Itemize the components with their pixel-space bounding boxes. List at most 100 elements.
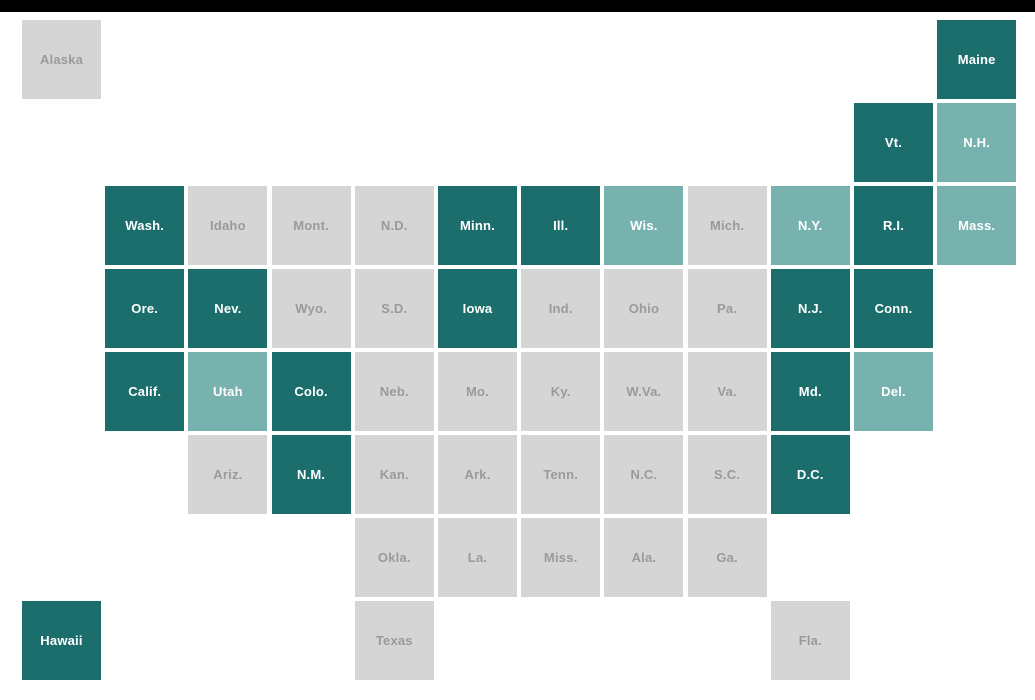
state-tile-label: Wash. bbox=[125, 218, 165, 233]
state-tile-label: Miss. bbox=[543, 550, 578, 565]
state-tile-label: Ky. bbox=[550, 384, 571, 399]
state-tile-neb[interactable]: Neb. bbox=[354, 352, 434, 431]
state-tile-label: Vt. bbox=[884, 135, 903, 150]
state-tile-label: Alaska bbox=[39, 52, 84, 67]
state-tile-alaska[interactable]: Alaska bbox=[22, 20, 101, 99]
state-tile-ark[interactable]: Ark. bbox=[438, 435, 517, 514]
state-tile-label: Calif. bbox=[128, 384, 162, 399]
state-tile-pa[interactable]: Pa. bbox=[687, 269, 767, 348]
state-tile-maine[interactable]: Maine bbox=[937, 20, 1017, 99]
state-tile-texas[interactable]: Texas bbox=[354, 601, 434, 680]
state-tile-wva[interactable]: W.Va. bbox=[604, 352, 684, 431]
state-tile-label: Wis. bbox=[630, 218, 658, 233]
state-tile-ky[interactable]: Ky. bbox=[521, 352, 601, 431]
state-tile-label: Va. bbox=[717, 384, 737, 399]
state-tile-label: N.J. bbox=[797, 301, 823, 316]
state-tile-nh[interactable]: N.H. bbox=[937, 103, 1017, 182]
state-tile-nc[interactable]: N.C. bbox=[604, 435, 684, 514]
state-tile-label: Minn. bbox=[460, 218, 495, 233]
state-tile-label: W.Va. bbox=[626, 384, 662, 399]
state-tile-sd[interactable]: S.D. bbox=[354, 269, 434, 348]
state-tile-label: Nev. bbox=[214, 301, 242, 316]
state-tile-vt[interactable]: Vt. bbox=[854, 103, 933, 182]
state-tile-label: Ind. bbox=[548, 301, 573, 316]
state-tile-label: N.M. bbox=[296, 467, 326, 482]
state-tile-kan[interactable]: Kan. bbox=[354, 435, 434, 514]
state-tile-label: Tenn. bbox=[543, 467, 579, 482]
state-tile-label: Iowa bbox=[462, 301, 493, 316]
state-tile-nev[interactable]: Nev. bbox=[188, 269, 268, 348]
state-tile-label: Texas bbox=[375, 633, 413, 648]
state-tile-label: Del. bbox=[881, 384, 906, 399]
state-tile-ga[interactable]: Ga. bbox=[687, 518, 767, 597]
state-tile-md[interactable]: Md. bbox=[770, 352, 850, 431]
state-tile-label: Maine bbox=[957, 52, 996, 67]
state-tile-label: S.D. bbox=[381, 301, 408, 316]
state-tile-label: N.Y. bbox=[797, 218, 823, 233]
state-tile-ohio[interactable]: Ohio bbox=[604, 269, 684, 348]
state-tile-label: Md. bbox=[798, 384, 822, 399]
state-tile-mo[interactable]: Mo. bbox=[438, 352, 517, 431]
state-tile-label: Ariz. bbox=[213, 467, 243, 482]
state-tile-nm[interactable]: N.M. bbox=[271, 435, 351, 514]
state-tile-utah[interactable]: Utah bbox=[188, 352, 268, 431]
state-tile-conn[interactable]: Conn. bbox=[854, 269, 933, 348]
state-tile-ariz[interactable]: Ariz. bbox=[188, 435, 268, 514]
state-tile-la[interactable]: La. bbox=[438, 518, 517, 597]
state-tile-label: Conn. bbox=[874, 301, 913, 316]
state-tile-mont[interactable]: Mont. bbox=[271, 186, 351, 265]
state-tile-label: Neb. bbox=[379, 384, 409, 399]
state-tile-ind[interactable]: Ind. bbox=[521, 269, 601, 348]
state-tile-label: La. bbox=[467, 550, 488, 565]
state-tile-label: Pa. bbox=[717, 301, 738, 316]
state-tile-label: S.C. bbox=[714, 467, 741, 482]
state-tile-nj[interactable]: N.J. bbox=[770, 269, 850, 348]
state-tile-hawaii[interactable]: Hawaii bbox=[22, 601, 101, 680]
state-tile-ri[interactable]: R.I. bbox=[854, 186, 933, 265]
state-tile-label: Idaho bbox=[210, 218, 246, 233]
state-tile-tenn[interactable]: Tenn. bbox=[521, 435, 601, 514]
state-tile-miss[interactable]: Miss. bbox=[521, 518, 601, 597]
state-tile-label: Kan. bbox=[379, 467, 409, 482]
state-tile-label: Ark. bbox=[464, 467, 491, 482]
top-bar bbox=[0, 0, 1035, 12]
state-tile-label: Ill. bbox=[553, 218, 569, 233]
state-tile-iowa[interactable]: Iowa bbox=[438, 269, 517, 348]
state-tile-dc[interactable]: D.C. bbox=[770, 435, 850, 514]
state-tile-ore[interactable]: Ore. bbox=[105, 269, 185, 348]
state-tile-label: R.I. bbox=[882, 218, 905, 233]
state-tile-idaho[interactable]: Idaho bbox=[188, 186, 268, 265]
state-tile-colo[interactable]: Colo. bbox=[271, 352, 351, 431]
state-tile-sc[interactable]: S.C. bbox=[687, 435, 767, 514]
state-tile-label: N.C. bbox=[630, 467, 658, 482]
state-tile-label: Okla. bbox=[377, 550, 411, 565]
state-tile-label: Hawaii bbox=[40, 633, 83, 648]
state-tile-okla[interactable]: Okla. bbox=[354, 518, 434, 597]
state-tile-ala[interactable]: Ala. bbox=[604, 518, 684, 597]
state-tile-mich[interactable]: Mich. bbox=[687, 186, 767, 265]
state-tile-minn[interactable]: Minn. bbox=[438, 186, 517, 265]
state-tile-nd[interactable]: N.D. bbox=[354, 186, 434, 265]
state-tile-label: Mo. bbox=[466, 384, 489, 399]
state-tile-label: Mont. bbox=[293, 218, 329, 233]
state-tile-label: D.C. bbox=[796, 467, 824, 482]
state-tile-va[interactable]: Va. bbox=[687, 352, 767, 431]
state-tile-wis[interactable]: Wis. bbox=[604, 186, 684, 265]
state-tile-label: Colo. bbox=[294, 384, 328, 399]
state-tile-fla[interactable]: Fla. bbox=[770, 601, 850, 680]
state-tile-label: Ala. bbox=[631, 550, 657, 565]
state-tile-label: Mass. bbox=[958, 218, 996, 233]
state-tile-wyo[interactable]: Wyo. bbox=[271, 269, 351, 348]
state-tile-calif[interactable]: Calif. bbox=[105, 352, 185, 431]
state-tile-label: N.D. bbox=[380, 218, 408, 233]
state-tile-ny[interactable]: N.Y. bbox=[770, 186, 850, 265]
state-tile-label: Ga. bbox=[716, 550, 738, 565]
state-tile-label: Wyo. bbox=[295, 301, 327, 316]
state-tile-mass[interactable]: Mass. bbox=[937, 186, 1017, 265]
state-tile-label: Ohio bbox=[628, 301, 660, 316]
state-tile-ill[interactable]: Ill. bbox=[521, 186, 601, 265]
state-tile-label: Utah bbox=[213, 384, 243, 399]
state-tile-wash[interactable]: Wash. bbox=[105, 186, 185, 265]
state-tile-del[interactable]: Del. bbox=[854, 352, 933, 431]
